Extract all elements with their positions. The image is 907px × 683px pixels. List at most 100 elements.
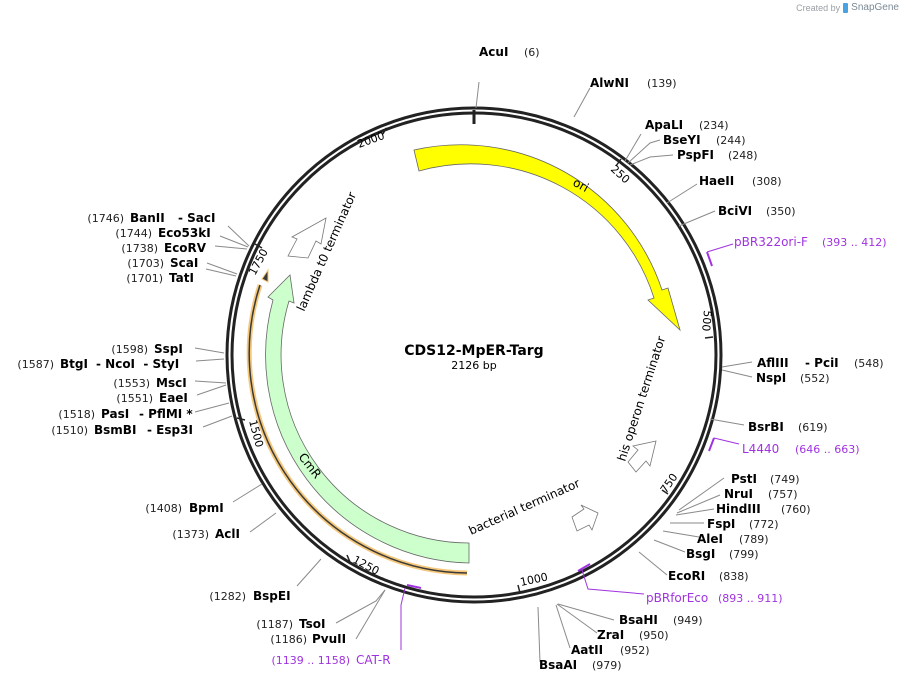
- svg-text:(950): (950): [639, 629, 669, 642]
- enzyme-hindiii[interactable]: HindIII (760): [716, 502, 811, 516]
- svg-text:- Esp3I: - Esp3I: [147, 423, 193, 437]
- svg-text:(1738): (1738): [121, 242, 158, 255]
- feature-bacterial-terminator[interactable]: bacterial terminator: [467, 476, 599, 538]
- svg-text:(248): (248): [728, 149, 758, 162]
- ori-label: ori: [571, 175, 591, 195]
- enzyme-btgi-ncoi-styi[interactable]: (1587) BtgI - NcoI - StyI: [17, 357, 179, 371]
- feature-ori[interactable]: ori: [413, 144, 681, 332]
- svg-text:(760): (760): [781, 503, 811, 516]
- enzyme-banii-saci[interactable]: (1746) BanII - SacI: [87, 211, 215, 225]
- his-operon-terminator-label: his operon terminator: [615, 334, 669, 463]
- svg-text:AflIII: AflIII: [757, 356, 789, 370]
- enzyme-eaei[interactable]: (1551) EaeI: [116, 391, 187, 405]
- enzyme-afliii-pcii[interactable]: AflIII - PciI (548): [757, 356, 884, 370]
- svg-text:(838): (838): [719, 570, 749, 583]
- svg-text:BpmI: BpmI: [189, 501, 224, 515]
- svg-text:MscI: MscI: [156, 376, 187, 390]
- primer-cat-r[interactable]: (1139 .. 1158) CAT-R: [271, 584, 422, 667]
- enzyme-fspi[interactable]: FspI (772): [707, 517, 779, 531]
- enzyme-pspfi[interactable]: PspFI (248): [677, 148, 758, 162]
- svg-text:(1139 .. 1158): (1139 .. 1158): [271, 654, 350, 667]
- feature-his-operon-terminator[interactable]: his operon terminator: [615, 334, 669, 473]
- svg-text:BanII: BanII: [130, 211, 165, 225]
- svg-text:(1518): (1518): [58, 408, 95, 421]
- svg-text:PspFI: PspFI: [677, 148, 714, 162]
- primers: pBR322ori-F (393 .. 412) L4440 (646 .. 6…: [271, 235, 886, 667]
- svg-text:TsoI: TsoI: [299, 617, 325, 631]
- svg-text:EcoRI: EcoRI: [668, 569, 705, 583]
- svg-text:EcoRV: EcoRV: [164, 241, 207, 255]
- svg-text:CAT-R: CAT-R: [356, 653, 391, 667]
- enzyme-scai[interactable]: (1703) ScaI: [127, 256, 198, 270]
- enzyme-bsmbi-esp3i[interactable]: (1510) BsmBI - Esp3I: [51, 423, 192, 437]
- svg-text:ZraI: ZraI: [597, 628, 624, 642]
- enzyme-tsoi[interactable]: (1187) TsoI: [256, 617, 325, 631]
- enzyme-alwni[interactable]: AlwNI (139): [590, 76, 677, 90]
- enzyme-pasi-pflmi[interactable]: (1518) PasI - PflMI *: [58, 407, 193, 421]
- enzyme-alei[interactable]: AleI (789): [697, 532, 769, 546]
- svg-text:EaeI: EaeI: [159, 391, 188, 405]
- enzyme-acli[interactable]: (1373) AclI: [172, 527, 240, 541]
- svg-text:PstI: PstI: [731, 472, 757, 486]
- tick-500: 500: [699, 310, 714, 332]
- svg-text:(619): (619): [798, 421, 828, 434]
- svg-text:(799): (799): [729, 548, 759, 561]
- svg-text:(393 .. 412): (393 .. 412): [822, 236, 887, 249]
- primer-l4440[interactable]: L4440 (646 .. 663): [708, 437, 860, 456]
- enzyme-acui[interactable]: AcuI (6): [479, 45, 540, 59]
- enzyme-bsaai[interactable]: BsaAI (979): [539, 658, 622, 672]
- enzyme-zrai[interactable]: ZraI (950): [597, 628, 669, 642]
- svg-text:(552): (552): [800, 372, 830, 385]
- enzyme-bpmi[interactable]: (1408) BpmI: [145, 501, 223, 515]
- svg-text:PasI: PasI: [101, 407, 129, 421]
- svg-text:(1551): (1551): [116, 392, 153, 405]
- feature-orf-arc[interactable]: [246, 268, 468, 576]
- enzyme-tati[interactable]: (1701) TatI: [126, 271, 194, 285]
- enzyme-bseyi[interactable]: BseYI (244): [663, 133, 746, 147]
- svg-text:(1408): (1408): [145, 502, 182, 515]
- enzyme-bsrbi[interactable]: BsrBI (619): [748, 420, 828, 434]
- svg-text:FspI: FspI: [707, 517, 735, 531]
- svg-text:AleI: AleI: [697, 532, 723, 546]
- svg-text:(749): (749): [770, 473, 800, 486]
- svg-text:- PciI: - PciI: [805, 356, 839, 370]
- svg-text:(1553): (1553): [113, 377, 150, 390]
- enzyme-bcivi[interactable]: BciVI (350): [718, 204, 796, 218]
- svg-text:(1187): (1187): [256, 618, 293, 631]
- svg-text:NruI: NruI: [724, 487, 753, 501]
- svg-text:(350): (350): [766, 205, 796, 218]
- enzyme-nspi[interactable]: NspI (552): [756, 371, 830, 385]
- enzyme-nrui[interactable]: NruI (757): [724, 487, 798, 501]
- enzyme-psti[interactable]: PstI (749): [731, 472, 800, 486]
- svg-text:- SacI: - SacI: [178, 211, 215, 225]
- enzyme-aatii[interactable]: AatII (952): [571, 643, 650, 657]
- svg-text:(548): (548): [854, 357, 884, 370]
- enzyme-eco53ki[interactable]: (1744) Eco53kI: [115, 226, 210, 240]
- enzyme-ecori[interactable]: EcoRI (838): [668, 569, 749, 583]
- enzyme-bsahi[interactable]: BsaHI (949): [619, 613, 703, 627]
- enzyme-bspei[interactable]: (1282) BspEI: [209, 589, 290, 603]
- svg-text:- PflMI *: - PflMI *: [139, 407, 193, 421]
- tick-1250: 1250: [351, 553, 382, 578]
- svg-text:HindIII: HindIII: [716, 502, 761, 516]
- svg-text:(1703): (1703): [127, 257, 164, 270]
- enzyme-pvuii[interactable]: (1186) PvuII: [270, 632, 346, 646]
- svg-text:BsmBI: BsmBI: [94, 423, 136, 437]
- tick-2000: 2000: [356, 129, 387, 151]
- primer-pbr322ori-f[interactable]: pBR322ori-F (393 .. 412): [706, 235, 887, 267]
- enzyme-sspi[interactable]: (1598) SspI: [111, 342, 182, 356]
- svg-text:(789): (789): [739, 533, 769, 546]
- enzyme-haeii[interactable]: HaeII (308): [699, 174, 782, 188]
- feature-lambda-t0-terminator[interactable]: lambda t0 terminator: [287, 190, 359, 313]
- enzyme-apali[interactable]: ApaLI (234): [645, 118, 729, 132]
- svg-text:AcuI: AcuI: [479, 45, 508, 59]
- svg-text:(979): (979): [592, 659, 622, 672]
- primer-pbrforeco[interactable]: pBRforEco (893 .. 911): [577, 563, 783, 605]
- enzyme-labels-right: AcuI (6) AlwNI (139) ApaLI (234) BseYI (…: [479, 45, 884, 672]
- svg-text:(646 .. 663): (646 .. 663): [795, 443, 860, 456]
- enzyme-bsgi[interactable]: BsgI (799): [686, 547, 759, 561]
- enzyme-ecorv[interactable]: (1738) EcoRV: [121, 241, 206, 255]
- enzyme-msci[interactable]: (1553) MscI: [113, 376, 186, 390]
- svg-text:AlwNI: AlwNI: [590, 76, 629, 90]
